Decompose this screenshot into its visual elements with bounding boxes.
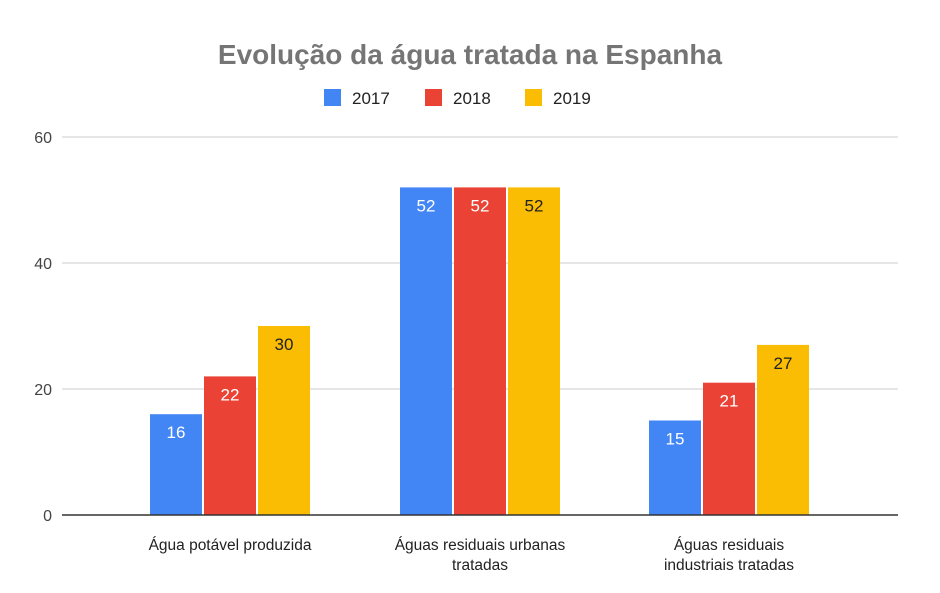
chart-title: Evolução da água tratada na Espanha [218, 39, 723, 70]
x-tick-label: tratadas [452, 557, 508, 574]
x-tick-label: industriais tratadas [664, 557, 794, 574]
legend-swatch-2018 [425, 89, 442, 106]
data-label: 21 [720, 392, 739, 411]
x-tick-label: Água potável produzida [149, 537, 312, 554]
bar-labels: 16 52 15 22 52 21 30 52 27 [167, 196, 793, 448]
legend-swatch-2019 [525, 89, 542, 106]
x-axis-labels: Água potável produzida Águas residuais ur… [149, 537, 795, 574]
data-label: 22 [221, 385, 240, 404]
legend-label: 2018 [453, 89, 491, 108]
data-label: 30 [275, 335, 294, 354]
bar-2019-1 [508, 187, 560, 515]
y-tick-label: 0 [43, 508, 52, 525]
bar-2018-1 [454, 187, 506, 515]
x-tick-label: Águas residuais urbanas [395, 537, 566, 554]
data-label: 16 [167, 423, 186, 442]
y-tick-label: 20 [34, 382, 52, 399]
bar-2018-0 [204, 376, 256, 515]
bars [150, 187, 809, 515]
y-tick-label: 60 [34, 130, 52, 147]
bar-2018-2 [703, 382, 755, 515]
bar-2019-2 [757, 344, 809, 515]
bar-2017-1 [400, 187, 452, 515]
data-label: 52 [525, 196, 544, 215]
data-label: 27 [774, 354, 793, 373]
bar-2019-0 [258, 326, 310, 515]
y-tick-label: 40 [34, 256, 52, 273]
data-label: 52 [417, 196, 436, 215]
legend-label: 2019 [553, 89, 591, 108]
data-label: 52 [471, 196, 490, 215]
legend-swatch-2017 [324, 89, 341, 106]
y-axis-ticks: 0 20 40 60 [34, 130, 52, 525]
x-tick-label: Águas residuais [674, 537, 785, 554]
bar-2017-0 [150, 414, 202, 515]
legend-label: 2017 [352, 89, 390, 108]
data-label: 15 [666, 430, 685, 449]
chart-legend: 2017 2018 2019 [324, 89, 591, 108]
bar-2017-2 [649, 420, 701, 515]
